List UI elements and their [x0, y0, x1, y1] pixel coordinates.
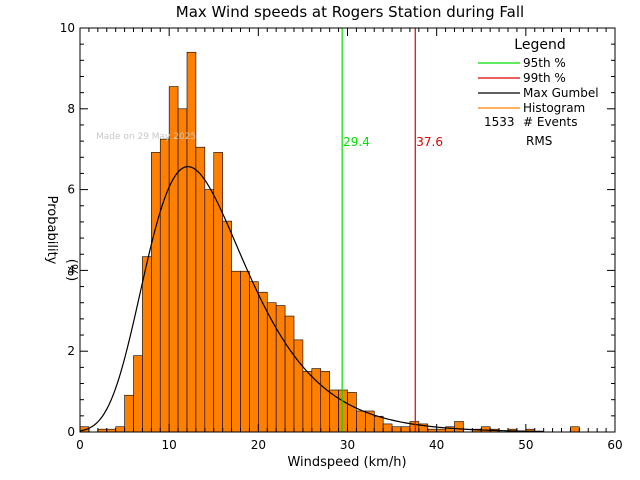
histogram-bar — [347, 392, 357, 433]
legend-label-gumbel: Max Gumbel — [523, 86, 599, 100]
percentile-label-99th: 37.6 — [416, 135, 443, 149]
axes: 0 10 20 30 40 50 60 0 2 4 6 8 10 — [60, 21, 623, 452]
y-tick-label: 6 — [67, 183, 75, 197]
y-axis-unit: (%) — [64, 259, 79, 282]
histogram-bar — [249, 281, 259, 433]
histogram-bar — [480, 426, 491, 433]
x-tick-label: 40 — [429, 438, 444, 452]
histogram-bar — [570, 426, 580, 433]
histogram-bar — [222, 220, 232, 433]
histogram-bar — [204, 189, 215, 433]
y-axis-label: Probability — [44, 196, 59, 265]
histogram-bar — [124, 394, 134, 433]
histogram-bar — [240, 270, 250, 433]
legend-events-count: 1533 — [484, 115, 515, 129]
legend-rms-label: RMS — [526, 134, 552, 148]
y-axis-label-group: Probability — [44, 196, 59, 265]
legend: Legend 95th % 99th % Max Gumbel Histogra… — [478, 37, 599, 148]
histogram-bar — [159, 138, 170, 433]
y-tick-label: 2 — [67, 344, 75, 358]
histogram-bar — [115, 426, 125, 433]
histogram-bar — [231, 270, 241, 433]
y-tick-label: 0 — [67, 425, 75, 439]
histogram-bar — [133, 355, 143, 433]
plot-area: 29.4 37.6 — [79, 28, 580, 433]
x-tick-label: 50 — [518, 438, 533, 452]
histogram-bar — [320, 371, 330, 433]
histogram-bar — [382, 423, 393, 433]
histogram-bar — [373, 415, 384, 433]
histogram-bar — [356, 410, 366, 433]
histogram-bar — [302, 371, 313, 433]
histogram-bar — [258, 291, 268, 433]
x-tick-label: 20 — [251, 438, 266, 452]
histogram-bar — [329, 389, 339, 433]
y-tick-label: 8 — [67, 102, 75, 116]
x-tick-label: 10 — [162, 438, 177, 452]
histogram-bar — [293, 339, 304, 433]
histogram-bar — [400, 426, 411, 433]
y-tick-label: 4 — [67, 263, 75, 277]
histogram-bar — [391, 426, 402, 433]
legend-events-label: # Events — [523, 115, 578, 129]
watermark-text: Made on 29 May 2025 — [96, 132, 196, 142]
histogram-bar — [177, 108, 188, 433]
histogram-bar — [266, 302, 277, 433]
gumbel-curve — [79, 166, 544, 433]
histogram-bar — [151, 152, 161, 433]
histogram-bar — [186, 51, 197, 433]
legend-label-95th: 95th % — [523, 56, 566, 70]
chart-title: Max Wind speeds at Rogers Station during… — [176, 3, 524, 21]
y-tick-label: 10 — [60, 21, 75, 35]
histogram-bar — [409, 421, 420, 433]
legend-title: Legend — [514, 37, 565, 53]
x-tick-label: 0 — [76, 438, 84, 452]
x-tick-label: 30 — [340, 438, 355, 452]
histogram-bar — [195, 146, 206, 433]
x-axis-label: Windspeed (km/h) — [287, 455, 406, 470]
histogram-bar — [142, 256, 152, 433]
y-axis-unit-group: (%) — [64, 259, 79, 282]
x-tick-label: 60 — [607, 438, 622, 452]
histogram-bar — [275, 305, 286, 433]
percentile-label-95th: 29.4 — [343, 135, 370, 149]
legend-label-histogram: Histogram — [523, 101, 585, 115]
histogram-bar — [284, 315, 295, 433]
legend-label-99th: 99th % — [523, 71, 566, 85]
histogram-bar — [338, 389, 348, 433]
histogram-bar — [454, 421, 464, 433]
histogram-bar — [213, 152, 223, 433]
